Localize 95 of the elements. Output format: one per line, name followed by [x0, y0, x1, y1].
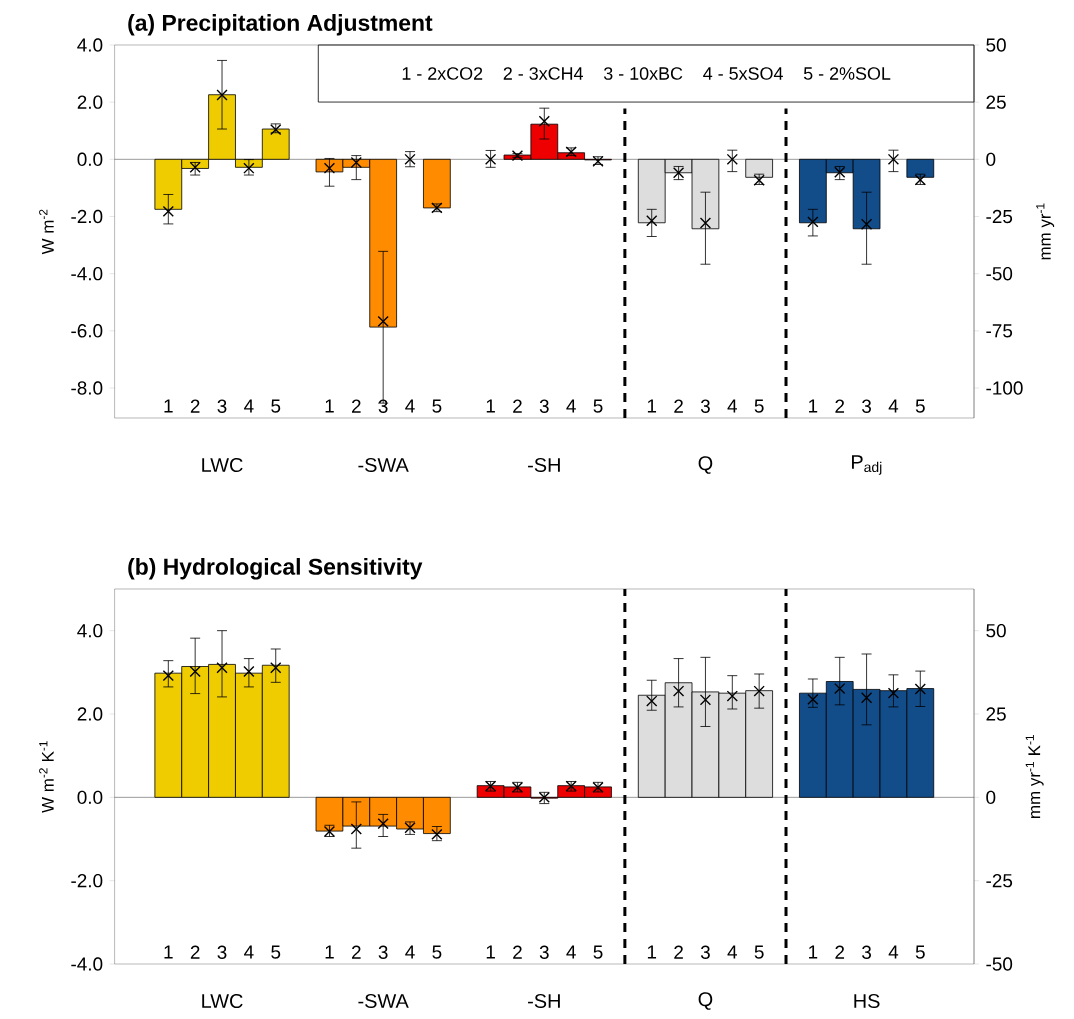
x-tick-label: 4 [244, 399, 254, 413]
y-tick-label: 4.0 [77, 623, 103, 638]
x-tick-label: 4 [727, 945, 738, 959]
x-tick-label: 5 [593, 399, 603, 413]
y2-tick-label: -50 [986, 266, 1013, 281]
y2-tick-label: 50 [986, 623, 1006, 638]
x-tick-label: 1 [164, 945, 173, 959]
x-tick-label: 5 [915, 399, 925, 413]
y-tick-label: -6.0 [71, 324, 103, 338]
y-axis-title: W m$^{-2}$ [39, 209, 54, 255]
x-tick-label: 5 [271, 399, 281, 413]
x-tick-label: 1 [486, 399, 495, 413]
x-tick-label: 2 [674, 945, 683, 959]
x-tick-label: 4 [244, 945, 254, 959]
x-tick-label: 5 [593, 945, 603, 959]
y2-tick-label: -100 [986, 381, 1023, 395]
x-tick-label: 1 [809, 399, 818, 413]
x-tick-label: 3 [217, 399, 227, 413]
x-tick-label: 4 [727, 399, 738, 413]
x-tick-label: 5 [432, 945, 442, 959]
text: Q [698, 456, 713, 474]
x-tick-label: 3 [539, 399, 549, 413]
y2-tick-label: -50 [986, 957, 1013, 971]
y-axis-title: W m$^{-2}$ K$^{-1}$ [39, 741, 54, 813]
annotation: 1 - 2xCO2 [402, 67, 483, 80]
y-tick-label: 2.0 [77, 707, 103, 721]
x-tick-label: 1 [647, 945, 657, 959]
y2-tick-label: 25 [986, 707, 1006, 721]
y-tick-label: -8.0 [71, 381, 103, 395]
text: LWC [202, 457, 243, 473]
text: Q [698, 992, 713, 1010]
x-tick-label: 3 [378, 399, 388, 413]
y-tick-label: -4.0 [71, 957, 103, 971]
y-tick-label: -2.0 [71, 209, 103, 224]
x-tick-label: 1 [486, 945, 495, 959]
x-tick-label: 1 [809, 945, 818, 959]
annotation: 5 - 2%SOL [803, 67, 891, 80]
x-tick-label: 4 [405, 399, 415, 413]
x-tick-label: 3 [539, 945, 549, 959]
x-tick-label: 3 [217, 945, 227, 959]
annotation: 3 - 10xBC [603, 67, 683, 80]
x-tick-label: 2 [513, 399, 522, 413]
text: -SH [528, 457, 560, 473]
x-tick-label: 3 [862, 399, 872, 413]
x-tick-label: 5 [754, 399, 764, 413]
x-tick-label: 2 [352, 399, 361, 413]
x-tick-label: 4 [566, 399, 576, 413]
text: -SWA [358, 457, 409, 473]
y2-tick-label: 25 [986, 95, 1006, 109]
y-tick-label: -4.0 [71, 266, 103, 281]
y-tick-label: 0.0 [77, 152, 103, 167]
y2-tick-label: 0 [986, 790, 996, 805]
x-tick-label: 3 [700, 399, 710, 413]
x-tick-label: 1 [325, 945, 334, 959]
y2-tick-label: -75 [986, 324, 1013, 338]
text: HS [854, 993, 880, 1009]
y-tick-label: 4.0 [77, 38, 103, 52]
chart-title: (a) Precipitation Adjustment [128, 14, 433, 36]
annotation: 4 - 5xSO4 [703, 67, 783, 80]
x-tick-label: 4 [566, 945, 576, 959]
text: P$_{adj}$ [852, 455, 882, 475]
x-tick-label: 2 [190, 399, 200, 413]
y2-tick-label: 50 [986, 38, 1006, 52]
y2-axis-title: mm yr$^{-1}$ [1036, 203, 1055, 260]
chart-title: (b) Hydrological Sensitivity [128, 558, 423, 580]
text: -SWA [358, 993, 409, 1009]
y2-tick-label: 0 [986, 152, 996, 167]
y-tick-label: 2.0 [77, 95, 103, 109]
x-tick-label: 3 [862, 945, 872, 959]
x-tick-label: 4 [888, 945, 899, 959]
y2-axis-title: mm yr$^{-1}$ K$^{-1}$ [1025, 735, 1044, 818]
x-tick-label: 2 [513, 945, 522, 959]
x-tick-label: 4 [888, 399, 899, 413]
text: -SH [528, 993, 560, 1009]
x-tick-label: 5 [915, 945, 925, 959]
y-tick-label: -2.0 [71, 873, 103, 888]
text: LWC [202, 993, 243, 1009]
x-tick-label: 4 [405, 945, 415, 959]
y2-tick-label: -25 [986, 209, 1013, 224]
x-tick-label: 5 [754, 945, 764, 959]
x-tick-label: 2 [190, 945, 200, 959]
x-tick-label: 3 [700, 945, 710, 959]
x-tick-label: 2 [835, 399, 845, 413]
x-tick-label: 1 [164, 399, 173, 413]
x-tick-label: 1 [647, 399, 657, 413]
x-tick-label: 2 [835, 945, 845, 959]
y2-tick-label: -25 [986, 873, 1013, 888]
x-tick-label: 2 [674, 399, 683, 413]
x-tick-label: 3 [378, 945, 388, 959]
y-tick-label: 0.0 [77, 790, 103, 805]
x-tick-label: 1 [325, 399, 334, 413]
annotation: 2 - 3xCH4 [503, 67, 584, 80]
x-tick-label: 5 [432, 399, 442, 413]
x-tick-label: 2 [352, 945, 361, 959]
x-tick-label: 5 [271, 945, 281, 959]
